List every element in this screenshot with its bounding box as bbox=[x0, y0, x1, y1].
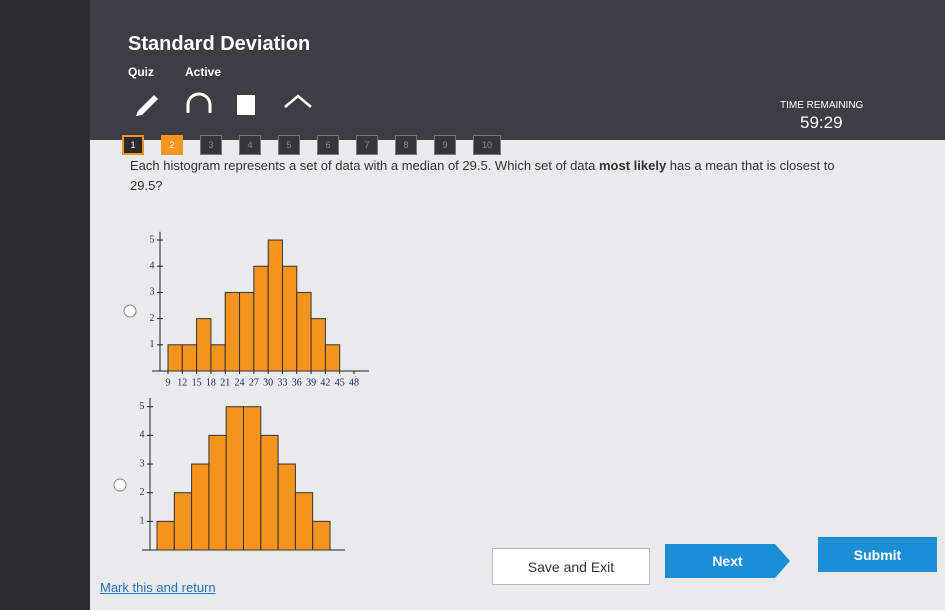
timer-value: 59:29 bbox=[800, 113, 843, 132]
bar bbox=[191, 463, 210, 551]
question-part: Each histogram represents a set of data … bbox=[130, 158, 599, 173]
bar bbox=[210, 344, 226, 372]
x-tick-label: 12 bbox=[177, 377, 187, 388]
bar bbox=[196, 318, 212, 372]
x-tick-label: 48 bbox=[349, 377, 359, 388]
bar bbox=[181, 344, 198, 372]
quiz-type: Quiz bbox=[128, 65, 154, 79]
radio-button[interactable] bbox=[112, 477, 128, 493]
y-tick-label: 1 bbox=[140, 516, 145, 527]
question-number[interactable]: 8 bbox=[395, 135, 417, 155]
y-tick-label: 3 bbox=[150, 287, 155, 298]
x-tick-label: 30 bbox=[263, 377, 273, 388]
question-number[interactable]: 2 bbox=[161, 135, 183, 155]
y-tick-label: 3 bbox=[140, 458, 145, 469]
y-tick-label: 1 bbox=[150, 339, 155, 350]
bar bbox=[312, 520, 331, 551]
bar bbox=[296, 291, 312, 372]
x-tick-label: 27 bbox=[249, 377, 259, 388]
y-tick-label: 2 bbox=[140, 487, 145, 498]
pencil-icon[interactable] bbox=[136, 95, 158, 116]
question-number[interactable]: 5 bbox=[278, 135, 300, 155]
y-tick-label: 5 bbox=[140, 401, 145, 412]
save-exit-button[interactable]: Save and Exit bbox=[492, 548, 650, 585]
x-tick-label: 24 bbox=[235, 377, 245, 388]
arrow-icon[interactable] bbox=[284, 94, 312, 108]
mark-link[interactable]: Mark this and return bbox=[100, 580, 216, 595]
histogram: 1 2 3 4 5 bbox=[140, 398, 345, 551]
question-number[interactable]: 3 bbox=[200, 135, 222, 155]
question-emphasis: most likely bbox=[598, 158, 667, 173]
bar bbox=[260, 434, 279, 551]
x-tick-label: 9 bbox=[166, 377, 171, 388]
x-tick-label: 21 bbox=[220, 377, 230, 388]
bar bbox=[225, 406, 244, 551]
x-tick-label: 18 bbox=[206, 377, 216, 388]
bar bbox=[294, 492, 314, 551]
timer-label: TIME REMAINING bbox=[780, 100, 864, 111]
question-part: has a mean that is closest to 29.5? bbox=[130, 158, 835, 193]
bar bbox=[239, 291, 255, 372]
quiz-title: Standard Deviation bbox=[128, 33, 311, 55]
submit-button[interactable]: Submit bbox=[818, 537, 937, 572]
question-number[interactable]: 10 bbox=[473, 135, 501, 155]
bar bbox=[208, 434, 227, 551]
question-number[interactable]: 1 bbox=[122, 135, 144, 155]
question-number[interactable]: 7 bbox=[356, 135, 378, 155]
bar bbox=[310, 318, 326, 372]
bar bbox=[167, 344, 183, 372]
bar bbox=[253, 265, 269, 372]
bar bbox=[173, 492, 193, 551]
next-button[interactable]: Next bbox=[665, 544, 790, 578]
header-bar bbox=[90, 0, 945, 140]
bar bbox=[277, 463, 296, 551]
bar bbox=[281, 265, 298, 372]
y-tick-label: 5 bbox=[150, 234, 155, 245]
x-tick-label: 15 bbox=[192, 377, 202, 388]
bar bbox=[224, 291, 241, 372]
bar bbox=[243, 406, 262, 551]
question-number[interactable]: 9 bbox=[434, 135, 456, 155]
quiz-status: Active bbox=[185, 65, 222, 79]
bar bbox=[156, 520, 175, 551]
radio-button[interactable] bbox=[122, 303, 138, 319]
x-tick-label: 42 bbox=[320, 377, 330, 388]
y-tick-label: 4 bbox=[150, 261, 155, 272]
x-tick-label: 45 bbox=[335, 377, 345, 388]
y-tick-label: 4 bbox=[140, 430, 145, 441]
calculator-icon[interactable] bbox=[237, 95, 255, 115]
bar bbox=[267, 239, 283, 372]
x-tick-label: 39 bbox=[306, 377, 316, 388]
question-number[interactable]: 4 bbox=[239, 135, 261, 155]
y-tick-label: 2 bbox=[150, 313, 155, 324]
toolbar[interactable] bbox=[130, 85, 330, 120]
x-tick-label: 33 bbox=[277, 377, 287, 388]
x-tick-label: 36 bbox=[292, 377, 302, 388]
question-text: Each histogram represents a set of data … bbox=[130, 156, 850, 196]
bar bbox=[324, 344, 341, 372]
question-number[interactable]: 6 bbox=[317, 135, 339, 155]
headphones-icon[interactable] bbox=[186, 92, 212, 113]
